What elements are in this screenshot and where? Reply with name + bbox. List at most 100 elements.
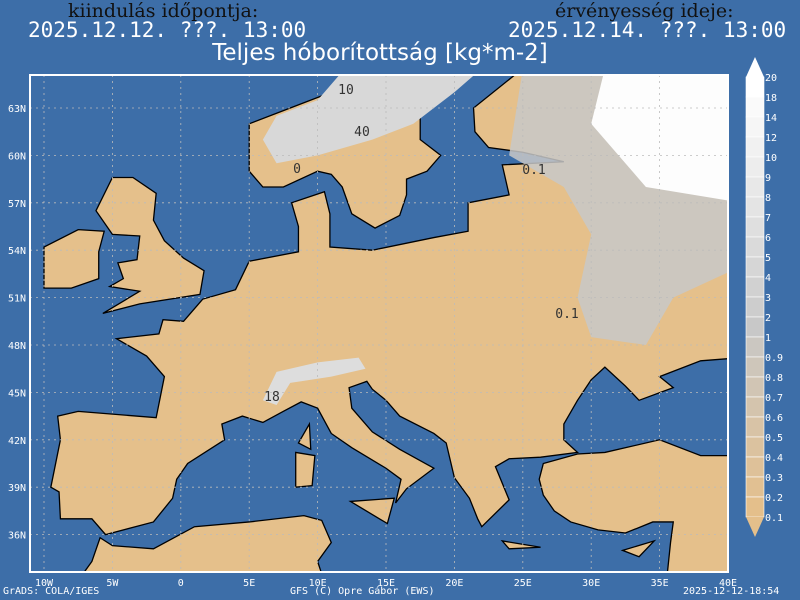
colorbar-segment — [745, 496, 765, 518]
lat-label: 63N — [8, 104, 26, 115]
colorbar-segment — [745, 456, 765, 478]
land-ireland — [43, 229, 106, 289]
colorbar-label: 0.6 — [765, 413, 783, 424]
colorbar-label: 6 — [765, 233, 771, 244]
footer-credit: GFS (C) Opre Gábor (EWS) — [290, 586, 435, 597]
colorbar-segment — [745, 256, 765, 278]
colorbar-label: 0.3 — [765, 473, 783, 484]
lon-label: 40E — [719, 578, 737, 589]
colorbar-label: 8 — [765, 193, 771, 204]
colorbar-label: 0.8 — [765, 373, 783, 384]
lon-label: 25E — [514, 578, 532, 589]
land-cyprus — [620, 539, 657, 558]
colorbar-label: 18 — [765, 93, 777, 104]
map-title: Teljes hóborítottság [kg*m-2] — [212, 40, 548, 66]
land-sardinia — [295, 451, 316, 488]
colorbar-segment — [745, 116, 765, 138]
colorbar-segment — [745, 76, 765, 98]
colorbar-segment — [745, 356, 765, 378]
colorbar-segment — [745, 236, 765, 258]
lat-label: 48N — [8, 341, 26, 352]
lat-label: 60N — [8, 151, 26, 162]
snow-layer — [262, 75, 728, 406]
init-time-label: kiindulás időpontja: — [68, 0, 259, 22]
lat-label: 45N — [8, 388, 26, 399]
land-layer — [43, 75, 728, 572]
lon-label: 5W — [106, 578, 119, 589]
colorbar-segment — [745, 376, 765, 398]
footer-timestamp: 2025-12-12-18:54 — [683, 586, 780, 597]
lon-label: 0 — [178, 578, 184, 589]
land-crete — [500, 539, 541, 550]
valid-time: 2025.12.14. ???. 13:00 — [508, 18, 787, 42]
colorbar-label: 3 — [765, 293, 771, 304]
colorbar-label: 5 — [765, 253, 771, 264]
land-north-africa — [84, 514, 333, 572]
colorbar-label: 0.7 — [765, 393, 783, 404]
lat-label: 54N — [8, 246, 26, 257]
lon-label: 15E — [377, 578, 395, 589]
colorbar-label: 10 — [765, 153, 777, 164]
lon-label: 20E — [445, 578, 463, 589]
init-time: 2025.12.12. ???. 13:00 — [28, 18, 307, 42]
valid-time-label: érvényesség ideje: — [555, 0, 734, 22]
lon-label: 30E — [582, 578, 600, 589]
lon-label: 35E — [651, 578, 669, 589]
grid-lines — [30, 75, 728, 572]
snow-area-scandinavia — [262, 75, 475, 164]
colorbar-segment — [745, 276, 765, 298]
contour-label: 0.1 — [555, 307, 578, 322]
lat-label: 51N — [8, 294, 26, 305]
footer-grads: GrADS: COLA/IGES — [3, 586, 100, 597]
colorbar-segment — [745, 176, 765, 198]
colorbar-label: 0.2 — [765, 493, 783, 504]
colorbar-top-arrow — [746, 57, 764, 77]
land-corsica — [297, 421, 312, 451]
contour-label: 40 — [354, 125, 370, 140]
colorbar-label: 2 — [765, 313, 771, 324]
land-sicily — [348, 497, 396, 525]
land-mainland — [50, 75, 728, 536]
colorbar-segment — [745, 156, 765, 178]
lat-label: 57N — [8, 199, 26, 210]
colorbar-segment — [745, 136, 765, 158]
colorbar-segment — [745, 436, 765, 458]
contour-label: 10 — [338, 83, 354, 98]
colorbar-label: 0.9 — [765, 353, 783, 364]
colorbar-segment — [745, 416, 765, 438]
lon-label: 5E — [243, 578, 255, 589]
colorbar-segment — [745, 96, 765, 118]
snow-area-north-russia — [591, 75, 728, 201]
colorbar-bottom-arrow — [746, 517, 764, 537]
map-frame — [29, 74, 729, 573]
colorbar-segment — [745, 476, 765, 498]
lat-label: 39N — [8, 483, 26, 494]
lon-label: 10W — [35, 578, 54, 589]
contour-label: 0 — [293, 162, 301, 177]
colorbar-label: 0.5 — [765, 433, 783, 444]
colorbar-label: 14 — [765, 113, 777, 124]
contour-label: 0.1 — [522, 163, 545, 178]
colorbar-segment — [745, 296, 765, 318]
colorbar-segment — [745, 336, 765, 358]
colorbar-label: 20 — [765, 73, 777, 84]
colorbar-label: 7 — [765, 213, 771, 224]
map-labels: 63N 60N 57N 54N 51N 48N 45N 42N 39N 36N 10W 5W 0 5E 10… — [8, 73, 783, 589]
lat-label: 42N — [8, 436, 26, 447]
contour-label: 18 — [264, 390, 280, 405]
land-turkey-levant — [538, 439, 728, 572]
lon-label: 10E — [309, 578, 327, 589]
snow-area-alps — [262, 357, 366, 406]
colorbar-segment — [745, 396, 765, 418]
colorbar-label: 4 — [765, 273, 771, 284]
colorbar-label: 0.4 — [765, 453, 783, 464]
colorbar-segment — [745, 216, 765, 238]
colorbar — [745, 57, 765, 537]
colorbar-label: 0.1 — [765, 513, 783, 524]
colorbar-label: 9 — [765, 173, 771, 184]
lat-label: 36N — [8, 531, 26, 542]
colorbar-segment — [745, 196, 765, 218]
colorbar-segment — [745, 316, 765, 338]
colorbar-label: 12 — [765, 133, 777, 144]
